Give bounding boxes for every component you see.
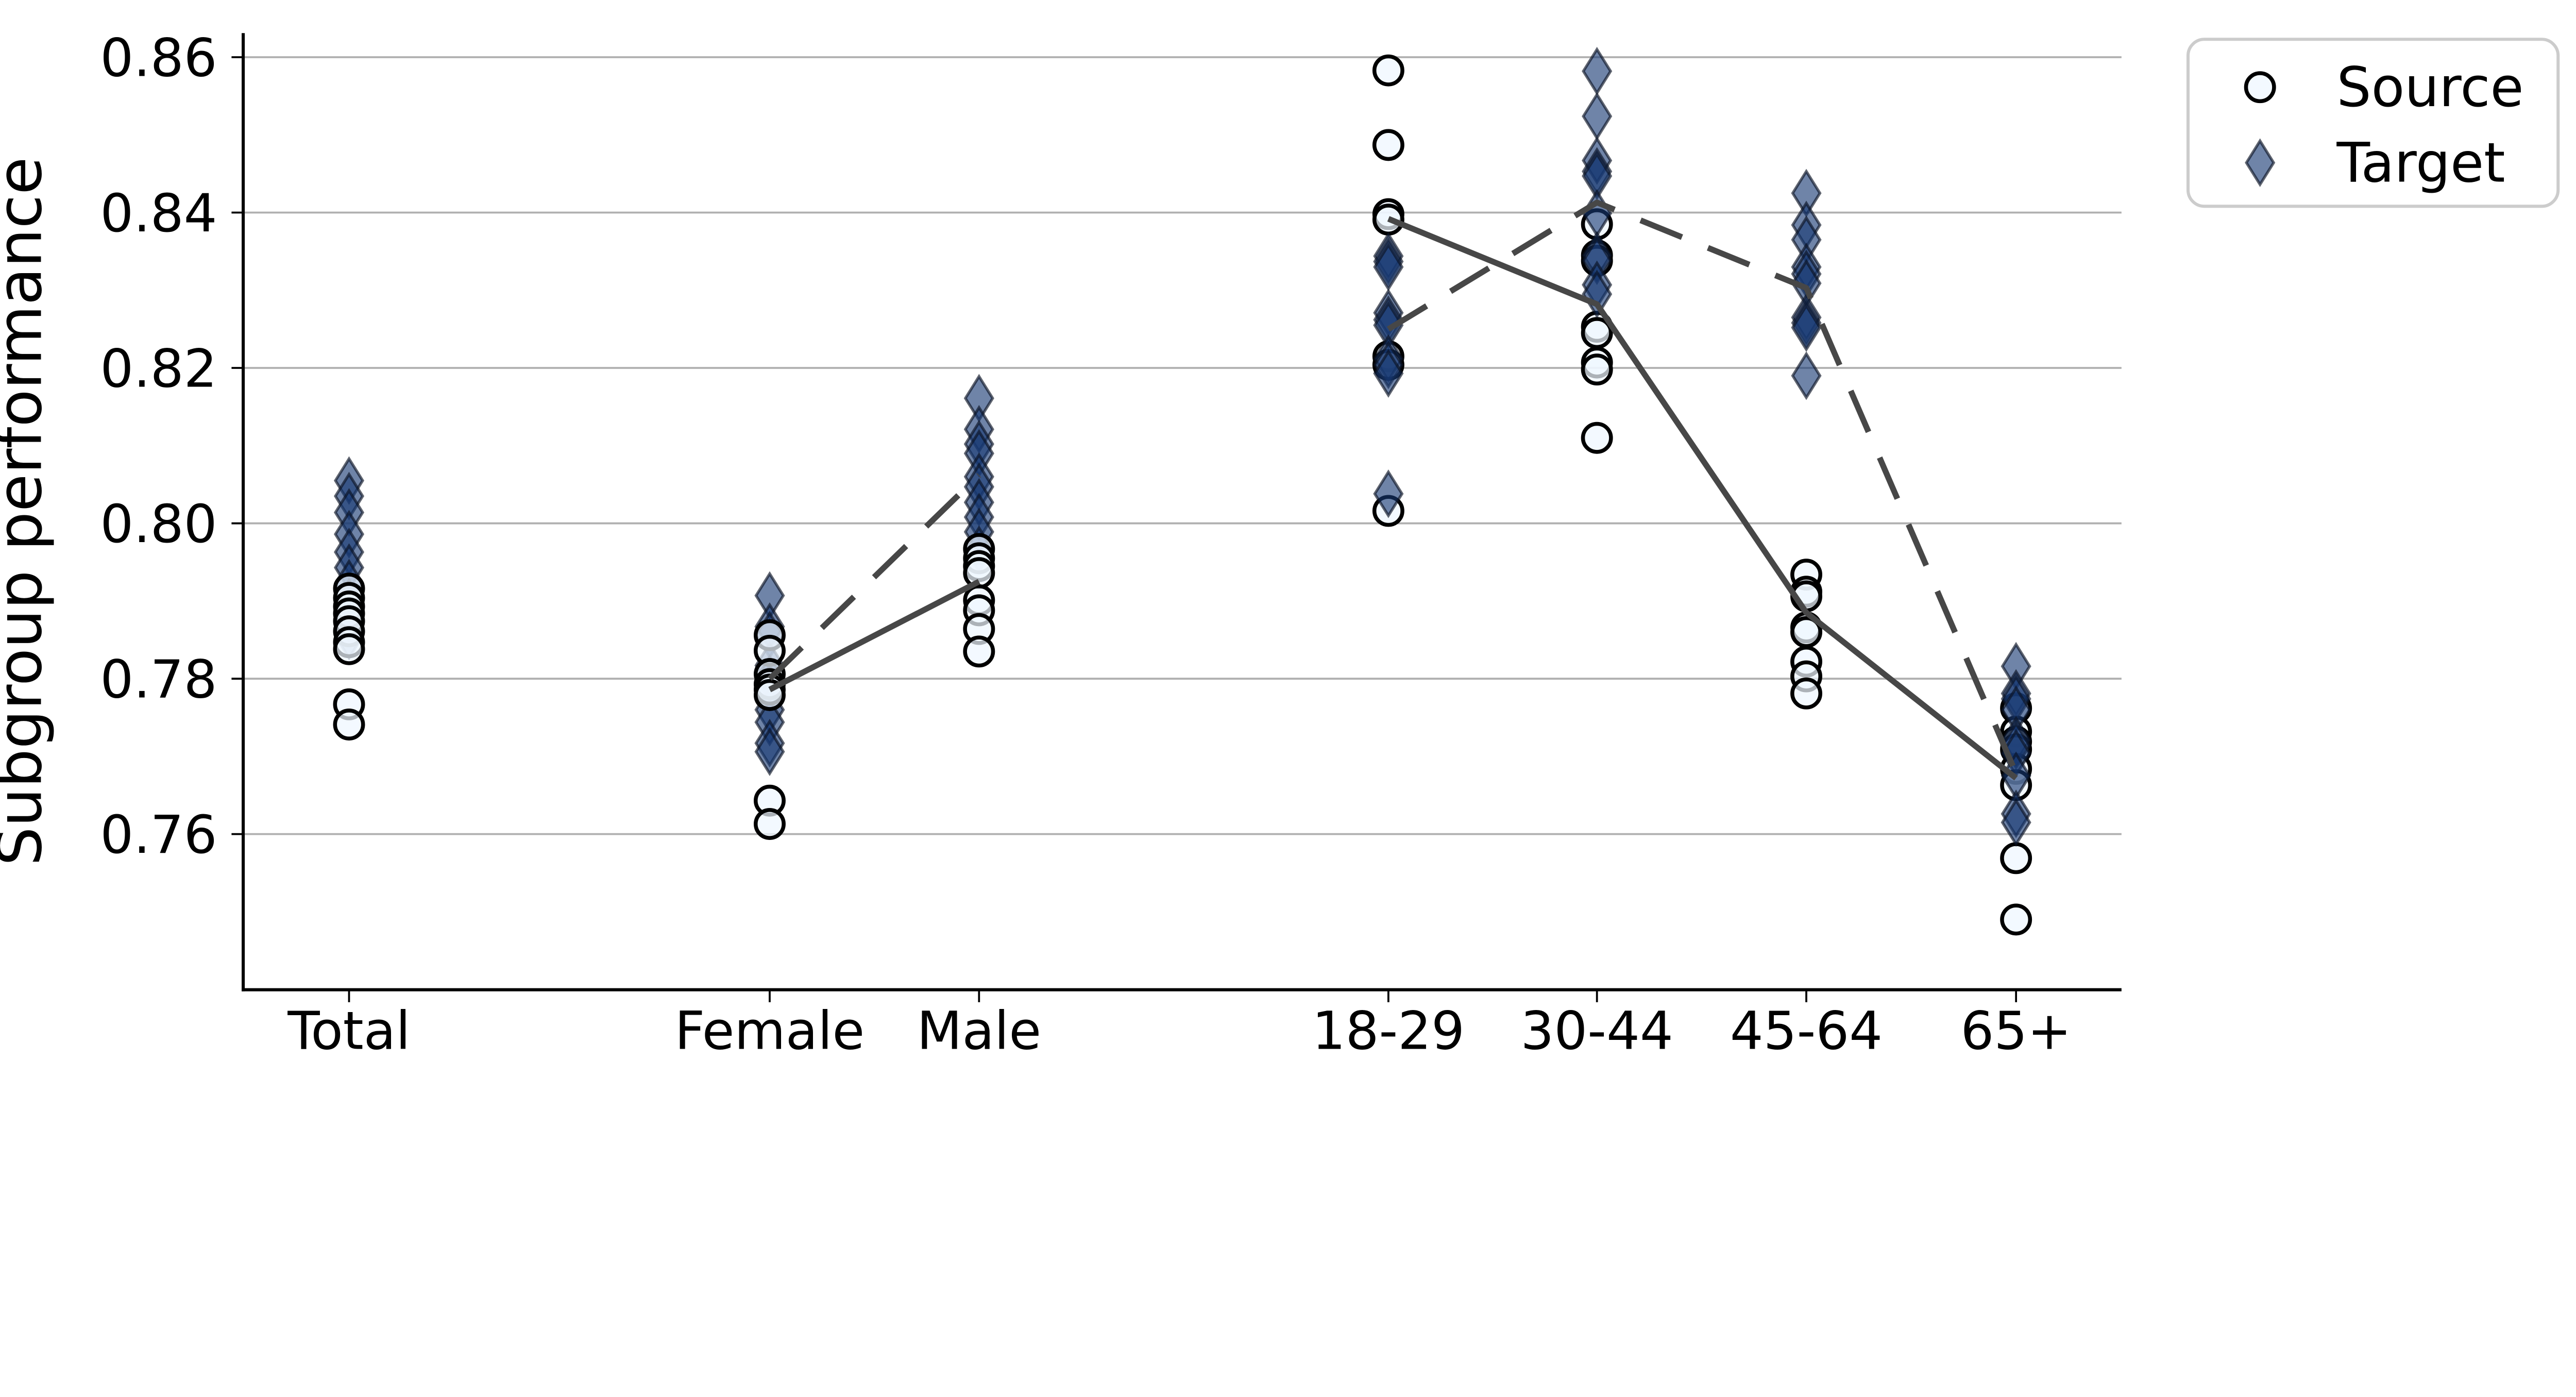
- scatter-point-target: [1791, 303, 1822, 352]
- y-tick-label: 0.80: [100, 494, 217, 555]
- y-axis-label: Subgroup performance: [0, 157, 56, 866]
- scatter-point-source: [333, 709, 365, 740]
- scatter-point-source: [963, 635, 995, 668]
- mean-line-source-solid: [1387, 216, 2018, 781]
- scatter-point-target: [1373, 349, 1404, 398]
- scatter-chart: 0.86 0.84 0.82 0.80 0.78 0.76 Total Female Male 1…: [0, 27, 2560, 1055]
- scatter-point-target: [1373, 469, 1404, 518]
- scatter-point-target: [2001, 798, 2031, 847]
- axis-tick-labels: 0.86 0.84 0.82 0.80 0.78 0.76 Total Female Male 1…: [100, 27, 2071, 1055]
- scatter-point-target: [754, 727, 785, 777]
- figure: 0.86 0.84 0.82 0.80 0.78 0.76 Total Female Male 1…: [0, 27, 2560, 1055]
- scatter-point-source: [1372, 129, 1404, 161]
- mean-lines: [768, 199, 2019, 781]
- scatter-point-target: [1582, 92, 1613, 141]
- mean-line-target-dashed: [1386, 199, 2019, 775]
- mean-line-target-dashed: [768, 473, 981, 681]
- target-diamond-icon: [2245, 138, 2276, 187]
- legend-target-diamond-icon: [2245, 138, 2276, 187]
- scatter-point-source: [1581, 354, 1613, 386]
- legend-source-circle-icon: [2244, 71, 2276, 104]
- scatter-point-source: [1790, 677, 1823, 710]
- x-tick-label: 30-44: [1521, 1000, 1673, 1055]
- scatter-point-source: [2000, 842, 2032, 874]
- scatter-point-source: [753, 808, 786, 840]
- x-tick-label: Male: [917, 1000, 1042, 1055]
- x-tick-label: 65+: [1961, 1000, 2072, 1055]
- x-tick-label: 18-29: [1312, 1000, 1465, 1055]
- x-tick-label: Total: [287, 1000, 410, 1055]
- source-circle-icon: [2244, 71, 2276, 104]
- axes-spines: [242, 33, 2122, 991]
- y-tick-label: 0.84: [100, 183, 217, 244]
- scatter-point-target: [1582, 46, 1613, 96]
- legend: Source Target: [2186, 38, 2560, 208]
- legend-label-source: Source: [2336, 56, 2523, 119]
- legend-box: [2186, 38, 2560, 208]
- scatter-point-source: [1581, 422, 1613, 454]
- scatter-point-target: [1582, 270, 1613, 319]
- x-tick-label: Female: [675, 1000, 865, 1055]
- scatter-point-source: [2000, 903, 2032, 936]
- axis-ticks: [231, 56, 2018, 1002]
- gridlines: [243, 56, 2122, 835]
- scatter-point-target: [1791, 351, 1822, 400]
- y-tick-label: 0.78: [100, 649, 217, 710]
- scatter-point-source: [333, 633, 365, 665]
- scatter-point-source: [1372, 54, 1404, 87]
- y-tick-label: 0.82: [100, 338, 217, 399]
- scatter-points: [333, 46, 2032, 936]
- legend-label-target: Target: [2336, 131, 2505, 195]
- x-tick-label: 45-64: [1730, 1000, 1883, 1055]
- y-tick-label: 0.86: [100, 27, 217, 89]
- y-tick-label: 0.76: [100, 804, 217, 866]
- mean-line-source-solid: [768, 579, 980, 693]
